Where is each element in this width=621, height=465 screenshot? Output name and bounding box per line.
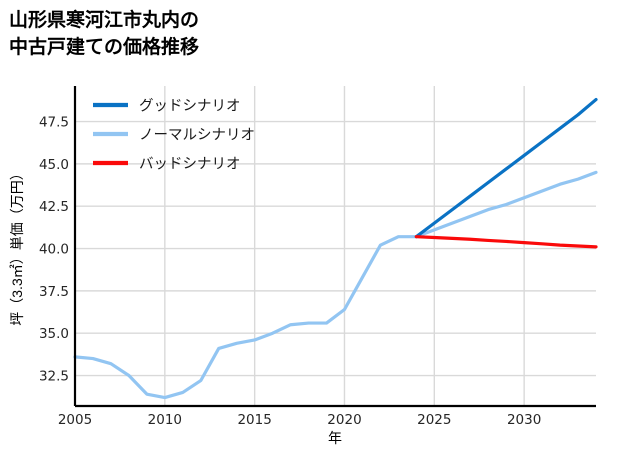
y-axis-title: 坪（3.3㎡）単価（万円） xyxy=(9,166,25,325)
series-line xyxy=(73,170,598,400)
x-tick-label: 2015 xyxy=(237,412,271,428)
y-tick-label: 37.5 xyxy=(39,284,69,300)
x-axis-title: 年 xyxy=(328,430,342,446)
axes-group xyxy=(73,86,596,408)
x-tick-labels: 2005 2010 2015 2020 2025 2030 xyxy=(58,412,541,428)
y-tick-label: 40.0 xyxy=(39,242,69,258)
y-tick-label: 45.0 xyxy=(39,157,69,173)
y-tick-label: 42.5 xyxy=(39,199,69,215)
y-tick-label: 47.5 xyxy=(39,115,69,131)
y-tick-label: 32.5 xyxy=(39,369,69,385)
y-tick-labels: 32.5 35.0 37.5 40.0 42.5 45.0 47.5 xyxy=(39,115,69,385)
series-group xyxy=(73,97,598,400)
legend-label: ノーマルシナリオ xyxy=(139,128,255,144)
legend-label: グッドシナリオ xyxy=(139,98,241,115)
x-tick-label: 2010 xyxy=(148,412,182,428)
x-tick-label: 2005 xyxy=(58,412,92,428)
x-tick-label: 2020 xyxy=(327,412,361,428)
legend-label: バッドシナリオ xyxy=(139,157,241,173)
series-line xyxy=(414,235,598,249)
x-tick-label: 2030 xyxy=(507,412,541,428)
y-tick-label: 35.0 xyxy=(39,326,69,342)
chart-title: 山形県寒河江市丸内の 中古戸建ての価格推移 xyxy=(9,10,200,58)
series-line xyxy=(414,97,598,239)
x-tick-label: 2025 xyxy=(417,412,451,428)
